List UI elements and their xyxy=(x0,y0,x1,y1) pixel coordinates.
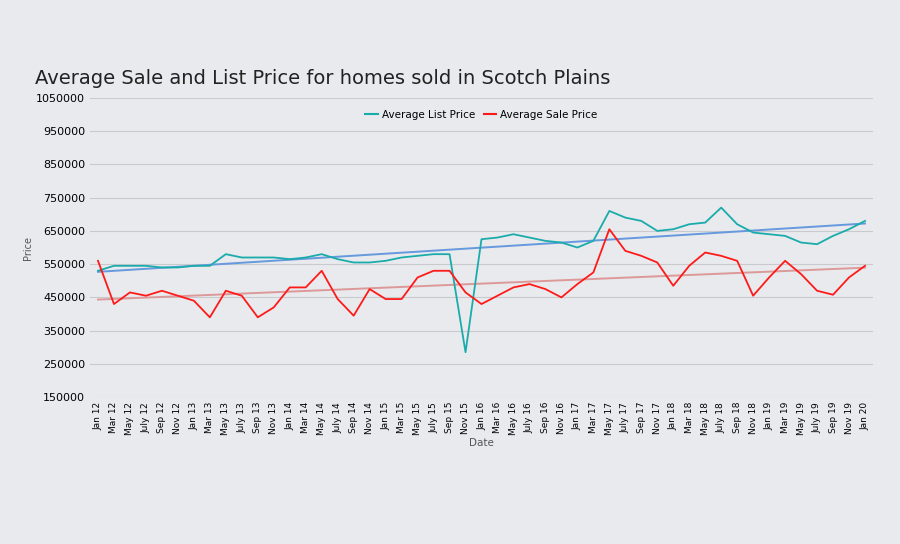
X-axis label: Date: Date xyxy=(469,438,494,448)
Y-axis label: Price: Price xyxy=(23,236,33,259)
Text: Average Sale and List Price for homes sold in Scotch Plains: Average Sale and List Price for homes so… xyxy=(35,69,610,88)
Legend: Average List Price, Average Sale Price: Average List Price, Average Sale Price xyxy=(361,106,602,125)
